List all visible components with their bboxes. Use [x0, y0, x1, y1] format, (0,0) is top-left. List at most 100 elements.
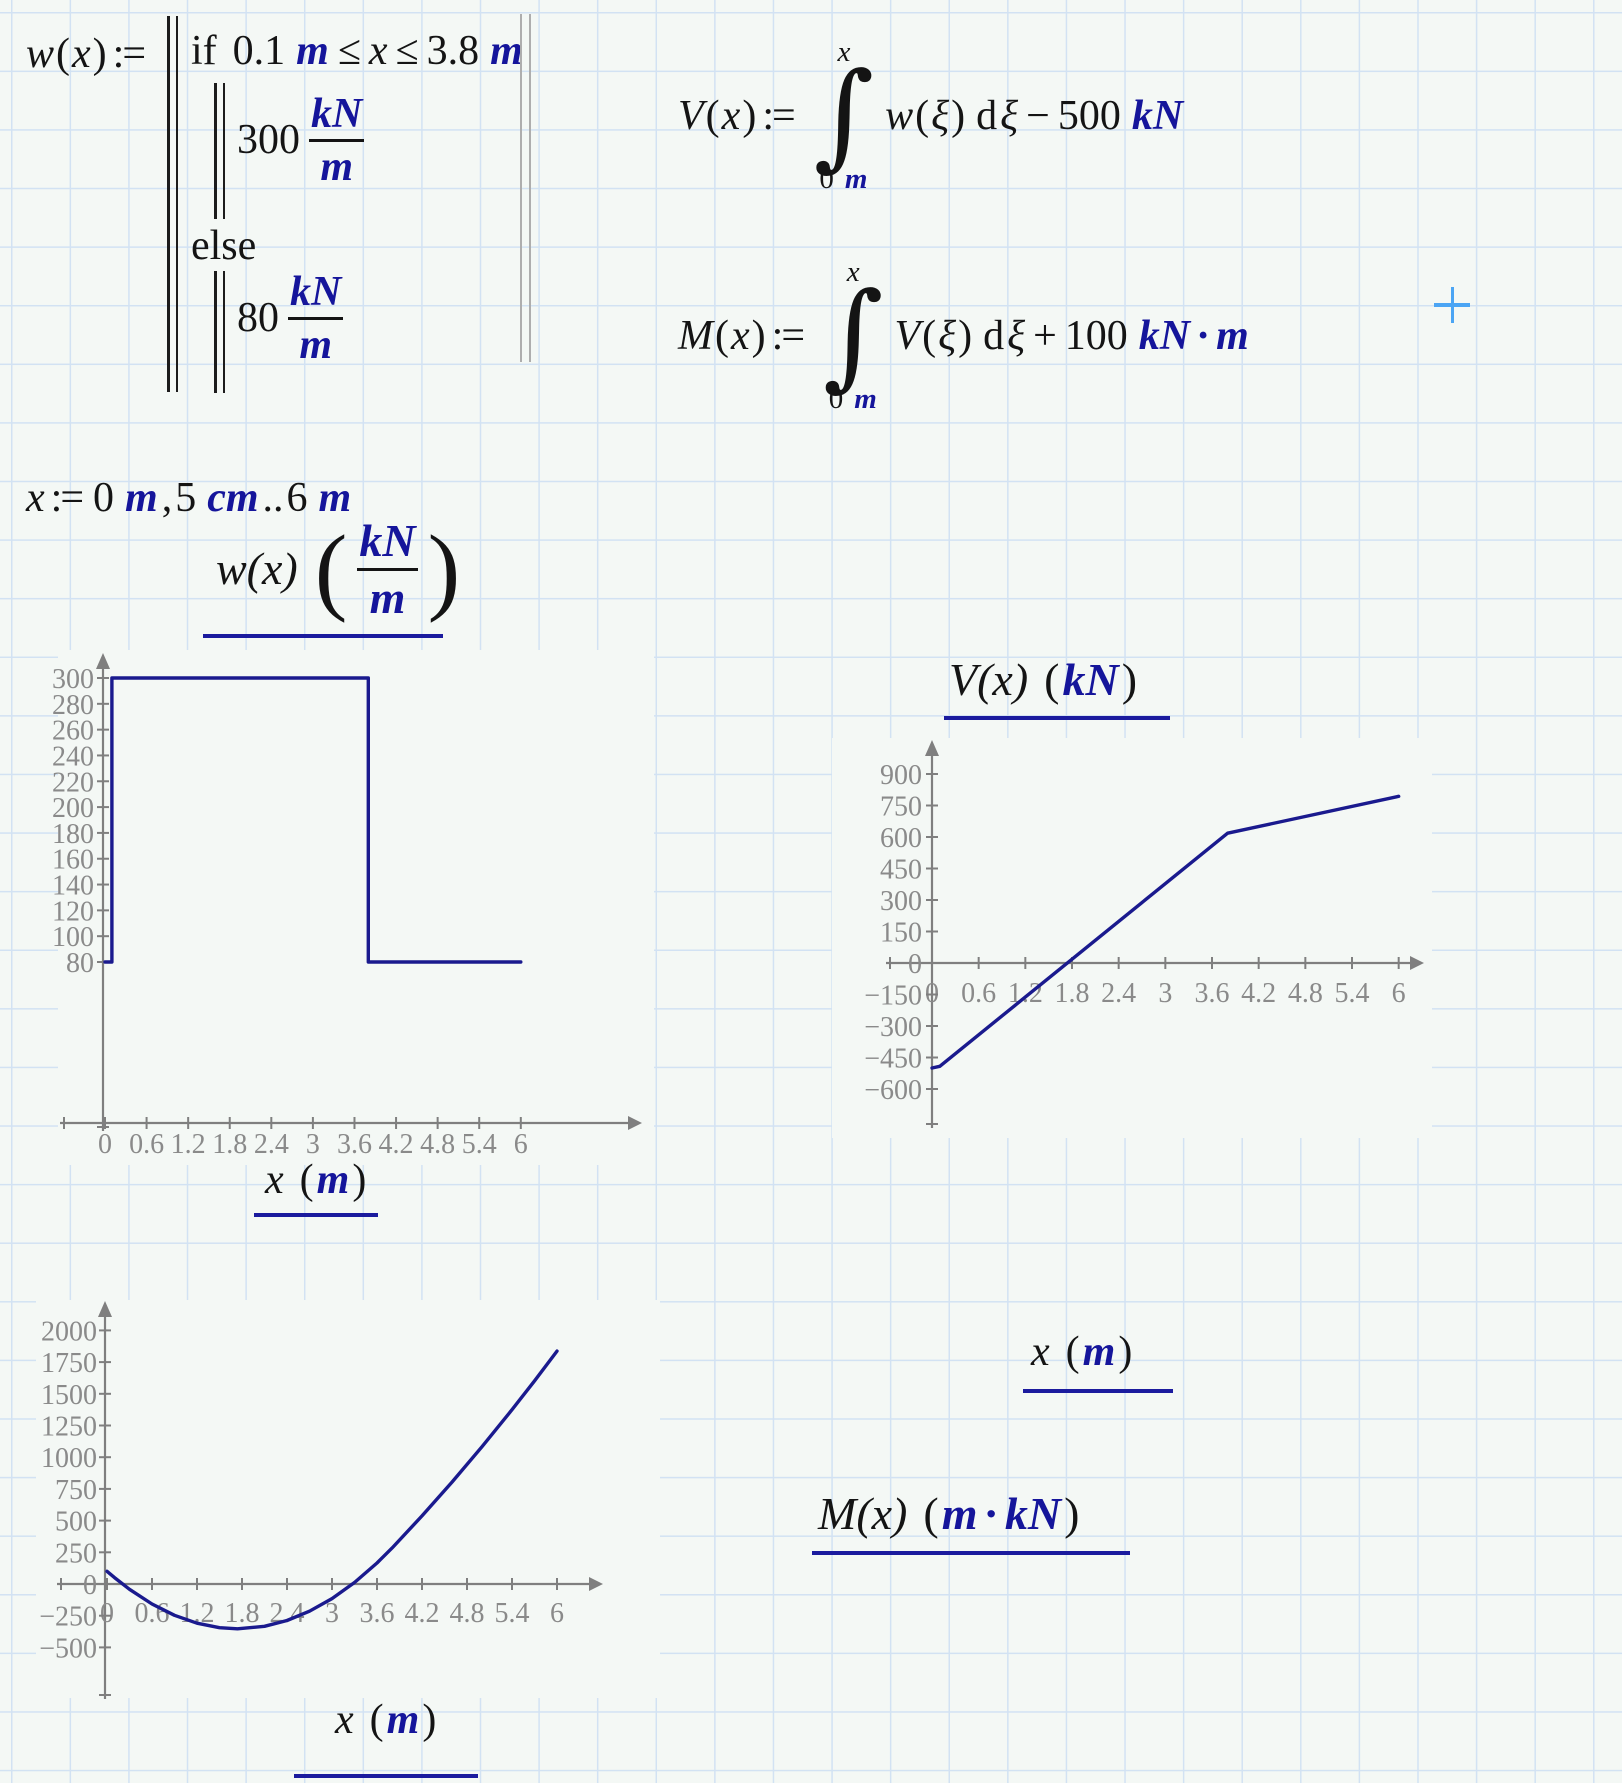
plot-m-xaxis-underline — [294, 1774, 478, 1778]
axis-tick-label: 450 — [880, 855, 922, 886]
data-curve — [930, 794, 1401, 1070]
w-branch-80[interactable]: 80 kN m — [237, 269, 344, 369]
plot-w-chart[interactable]: 0 0.6 1.2 1.8 2.4 3 3.6 4.2 4.8 5.4 63002802602402… — [40, 645, 660, 1185]
x-axis-arrow — [1410, 956, 1424, 970]
axis-tick-label: 3.6 — [337, 1129, 372, 1160]
axis-tick-label: 4.2 — [405, 1598, 440, 1629]
plot-w-title-underline — [203, 634, 443, 638]
w-else-keyword[interactable]: else — [191, 223, 257, 269]
math-region-m-definition[interactable]: M(x):= x ∫ 0 m V(ξ) d ξ +100 kN · m — [678, 256, 1249, 415]
plot-m-title-underline — [812, 1551, 1130, 1555]
axis-tick-label: −300 — [864, 1012, 922, 1043]
edit-cursor-bar — [529, 14, 531, 362]
axis-tick-label: 0 — [908, 949, 922, 980]
plot-m-xaxis-label[interactable]: x(m) — [335, 1697, 437, 1743]
axis-tick-label: 2.4 — [254, 1129, 289, 1160]
axis-tick-label: 0.6 — [129, 1129, 164, 1160]
axis-tick-label: 120 — [52, 896, 94, 927]
axis-tick-label: 140 — [52, 871, 94, 902]
axis-tick-label: −500 — [39, 1633, 97, 1664]
data-curve — [103, 676, 523, 964]
program-bracket-bar — [175, 16, 178, 392]
program-bracket-bar — [167, 16, 170, 392]
axis-tick-label: −250 — [39, 1602, 97, 1633]
axis-tick-label: 300 — [52, 664, 94, 695]
y-axis-arrow — [96, 653, 110, 669]
axis-tick-label: 1500 — [41, 1380, 97, 1411]
axis-tick-label: 500 — [55, 1507, 97, 1538]
program-bracket-bar — [214, 271, 217, 393]
plot-m-title[interactable]: M(x)(m · kN) — [818, 1488, 1080, 1539]
axis-tick-label: 80 — [66, 948, 94, 979]
axis-tick-label: 0 — [100, 1598, 114, 1629]
w-branch-300[interactable]: 300 kN m — [237, 91, 365, 191]
axis-tick-label: 750 — [55, 1475, 97, 1506]
edit-cursor-bar — [520, 14, 522, 362]
axis-tick-label: 1.8 — [1055, 978, 1090, 1009]
axis-tick-label: 3.6 — [1195, 978, 1230, 1009]
axis-tick-label: 300 — [880, 886, 922, 917]
program-bracket-bar — [222, 271, 225, 393]
axis-tick-label: 2.4 — [1101, 978, 1136, 1009]
w-if-condition[interactable]: if 0.1 m ≤ x ≤3.8 m — [191, 28, 523, 74]
plot-w-background — [58, 650, 654, 1165]
plot-m-chart[interactable]: 0 0.6 1.2 1.8 2.4 3 3.6 4.2 4.8 5.4 62000175015001… — [35, 1295, 665, 1725]
y-axis-arrow — [925, 740, 939, 756]
axis-tick-label: 1750 — [41, 1348, 97, 1379]
axis-tick-label: 5.4 — [1335, 978, 1370, 1009]
axis-tick-label: 0.6 — [961, 978, 996, 1009]
axis-tick-label: 220 — [52, 767, 94, 798]
data-curve — [105, 1349, 559, 1631]
axis-tick-label: 3 — [1158, 978, 1172, 1009]
program-bracket-bar — [222, 83, 225, 219]
axis-tick-label: 750 — [880, 792, 922, 823]
axis-tick-label: 280 — [52, 690, 94, 721]
axis-tick-label: −150 — [864, 981, 922, 1012]
axis-tick-label: 250 — [55, 1538, 97, 1569]
plot-v-xaxis-underline — [1023, 1389, 1173, 1393]
axis-tick-label: −450 — [864, 1044, 922, 1075]
axis-tick-label: 180 — [52, 819, 94, 850]
axis-tick-label: 600 — [880, 823, 922, 854]
plot-w-xaxis-label[interactable]: x(m) — [265, 1157, 367, 1203]
axis-tick-label: 1.8 — [212, 1129, 247, 1160]
plot-m-background — [36, 1300, 660, 1698]
axis-tick-label: 1.8 — [225, 1598, 260, 1629]
axis-tick-label: 5.4 — [462, 1129, 497, 1160]
plot-w-title[interactable]: w(x)(kN m) — [216, 515, 461, 624]
axis-tick-label: 260 — [52, 716, 94, 747]
math-region-x-range[interactable]: x:= 0 m, 5 cm.. 6 m — [26, 475, 352, 521]
math-region-v-definition[interactable]: V(x):= x ∫ 0 m w(ξ) d ξ −500 kN — [678, 36, 1184, 195]
axis-tick-label: 6 — [550, 1598, 564, 1629]
axis-tick-label: 4.8 — [450, 1598, 485, 1629]
axis-tick-label: 240 — [52, 741, 94, 772]
plot-v-xaxis-label[interactable]: x(m) — [1031, 1329, 1133, 1375]
integral-sign: ∫ — [813, 48, 875, 184]
axis-tick-label: 1.2 — [171, 1129, 206, 1160]
x-axis-arrow — [628, 1116, 642, 1130]
x-axis-arrow — [589, 1577, 603, 1591]
w-definition-lhs[interactable]: w(x):= — [26, 31, 146, 77]
axis-tick-label: −600 — [864, 1075, 922, 1106]
axis-tick-label: 900 — [880, 760, 922, 791]
axis-tick-label: 1250 — [41, 1412, 97, 1443]
program-bracket-bar — [214, 83, 217, 219]
plot-v-title-underline — [944, 716, 1170, 720]
plot-v-title[interactable]: V(x)(kN) — [949, 654, 1138, 705]
axis-tick-label: 1000 — [41, 1443, 97, 1474]
integral-sign: ∫ — [823, 268, 884, 404]
axis-tick-label: 0 — [83, 1570, 97, 1601]
axis-tick-label: 200 — [52, 793, 94, 824]
axis-tick-label: 4.2 — [1241, 978, 1276, 1009]
axis-tick-label: 6 — [514, 1129, 528, 1160]
axis-tick-label: 3.6 — [360, 1598, 395, 1629]
axis-tick-label: 4.2 — [379, 1129, 414, 1160]
axis-tick-label: 150 — [880, 918, 922, 949]
plot-v-chart[interactable]: 0 0.6 1.2 1.8 2.4 3 3.6 4.2 4.8 5.4 6 9007506004503… — [830, 730, 1450, 1150]
plot-w-xaxis-underline — [254, 1213, 378, 1217]
axis-tick-label: 0 — [98, 1129, 112, 1160]
axis-tick-label: 100 — [52, 922, 94, 953]
axis-tick-label: 4.8 — [1288, 978, 1323, 1009]
axis-tick-label: 2000 — [41, 1316, 97, 1347]
